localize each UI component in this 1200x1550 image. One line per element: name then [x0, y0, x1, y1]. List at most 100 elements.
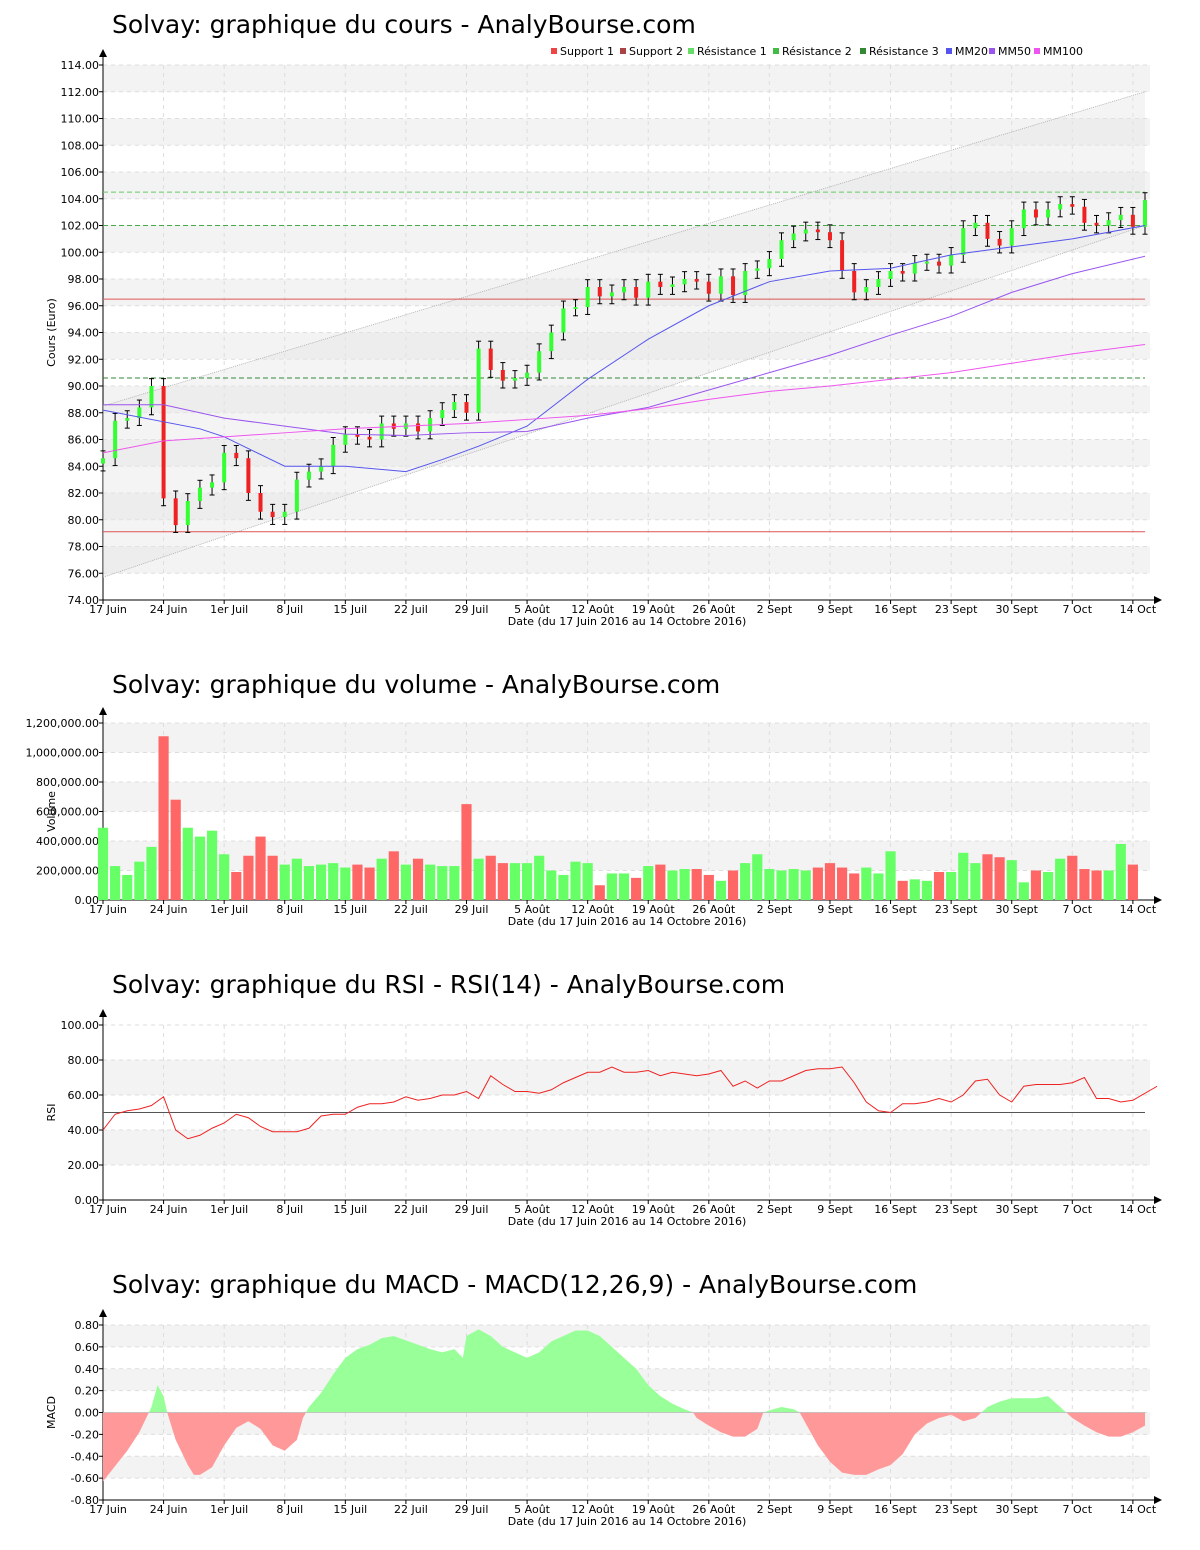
price-grid-band [103, 493, 1150, 520]
legend-swatch [1034, 48, 1040, 54]
volume-x-tick-label: 29 Juil [455, 903, 489, 916]
macd-y-tick-label: 0.00 [75, 1407, 100, 1420]
volume-bar [861, 867, 872, 900]
price-y-tick-label: 80.00 [68, 514, 100, 527]
price-x-tick-label: 8 Juil [276, 603, 303, 616]
rsi-x-tick-label: 1er Juil [210, 1203, 248, 1216]
candle-body [391, 423, 396, 429]
rsi-line [102, 1066, 1158, 1140]
price-grid-band [103, 172, 1150, 199]
volume-x-arrow [1154, 896, 1162, 904]
legend-entry: Support 1 [560, 45, 614, 58]
rsi-x-axis-title: Date (du 17 Juin 2016 au 14 Octobre 2016… [508, 1215, 747, 1228]
price-grid-band [103, 65, 1150, 92]
candle-body [937, 261, 942, 266]
rsi-y-tick-label: 20.00 [68, 1159, 100, 1172]
volume-bar [824, 863, 836, 900]
price-y-tick-label: 108.00 [61, 139, 100, 152]
macd-x-tick-label: 30 Sept [995, 1503, 1038, 1516]
volume-bar [400, 864, 411, 900]
volume-bar [933, 871, 945, 900]
volume-y-arrow [99, 707, 107, 715]
volume-bar [497, 863, 508, 900]
rsi-y-tick-label: 40.00 [68, 1124, 100, 1137]
candle-body [137, 407, 142, 419]
candle-body [210, 482, 215, 488]
macd-negative-area [167, 1412, 306, 1475]
volume-bar [316, 864, 327, 900]
rsi-x-tick-label: 29 Juil [455, 1203, 489, 1216]
macd-y-tick-label: -0.80 [71, 1494, 99, 1507]
rsi-x-tick-label: 9 Sept [817, 1203, 853, 1216]
price-y-tick-label: 112.00 [61, 86, 100, 99]
candle-body [573, 307, 578, 310]
volume-bar [643, 866, 654, 900]
volume-bar [849, 873, 860, 900]
rsi-grid-band [103, 1060, 1150, 1095]
volume-bar [521, 863, 533, 900]
candle-body [1094, 222, 1099, 226]
volume-bar [134, 861, 145, 900]
candle-body [270, 511, 275, 518]
price-x-tick-label: 19 Août [632, 603, 676, 616]
price-x-tick-label: 29 Juil [455, 603, 489, 616]
price-chart: 17 Juin 24 Juin 1er Juil 8 Juil 15 Juil 22 Ju… [45, 45, 1162, 628]
candle-body [924, 261, 929, 264]
volume-bar [582, 863, 593, 900]
volume-bar [546, 870, 557, 900]
rsi-x-tick-label: 8 Juil [276, 1203, 303, 1216]
macd-x-tick-label: 16 Sept [874, 1503, 917, 1516]
macd-y-tick-label: -0.40 [71, 1450, 99, 1463]
price-x-tick-label: 14 Oct [1120, 603, 1157, 616]
candle-body [694, 279, 699, 282]
macd-positive-area [981, 1396, 1067, 1413]
legend-swatch [860, 48, 866, 54]
candle-body [961, 228, 966, 255]
volume-bar [921, 880, 932, 900]
volume-x-tick-label: 17 Juin [89, 903, 127, 916]
price-y-tick-label: 78.00 [68, 541, 100, 554]
candle-body [282, 511, 287, 518]
volume-x-tick-label: 30 Sept [995, 903, 1038, 916]
volume-bar [703, 874, 714, 900]
volume-x-tick-label: 5 Août [514, 903, 551, 916]
candle-body [367, 436, 372, 440]
candle-body [113, 420, 118, 459]
price-y-tick-label: 94.00 [68, 327, 100, 340]
volume-y-axis-title: Volume [45, 791, 58, 832]
candle-body [355, 434, 360, 437]
candle-body [1082, 206, 1087, 223]
macd-grid-band [103, 1325, 1150, 1347]
volume-bar [982, 854, 993, 900]
macd-y-tick-label: 0.60 [75, 1341, 100, 1354]
rsi-x-tick-label: 2 Sept [757, 1203, 793, 1216]
volume-bar [752, 854, 763, 900]
price-grid-band [103, 386, 1150, 413]
candle-body [1033, 209, 1038, 218]
volume-bar [182, 827, 193, 900]
candle-body [1118, 214, 1123, 221]
candle-body [440, 410, 445, 419]
macd-chart-title: Solvay: graphique du MACD - MACD(12,26,9… [112, 1270, 918, 1299]
volume-bar [340, 867, 351, 900]
price-y-axis-title: Cours (Euro) [45, 298, 58, 367]
rsi-panel: Solvay: graphique du RSI - RSI(14) - Ana… [0, 960, 1200, 1240]
price-x-tick-label: 30 Sept [995, 603, 1038, 616]
price-x-tick-label: 24 Juin [150, 603, 188, 616]
macd-negative-area [103, 1412, 149, 1482]
candle-body [1130, 214, 1135, 227]
trend-channel [103, 91, 1145, 578]
volume-bar [1091, 870, 1102, 900]
macd-y-tick-label: 0.20 [75, 1385, 100, 1398]
candle-body [525, 372, 530, 378]
macd-x-tick-label: 17 Juin [89, 1503, 127, 1516]
macd-x-tick-label: 19 Août [632, 1503, 676, 1516]
volume-bar [194, 836, 206, 900]
rsi-y-axis-title: RSI [45, 1104, 58, 1122]
candle-body [852, 270, 857, 293]
rsi-y-arrow [99, 1009, 107, 1017]
price-y-arrow [99, 49, 107, 57]
price-x-tick-label: 2 Sept [757, 603, 793, 616]
candle-body [1009, 228, 1014, 246]
price-grid-band [103, 118, 1150, 146]
